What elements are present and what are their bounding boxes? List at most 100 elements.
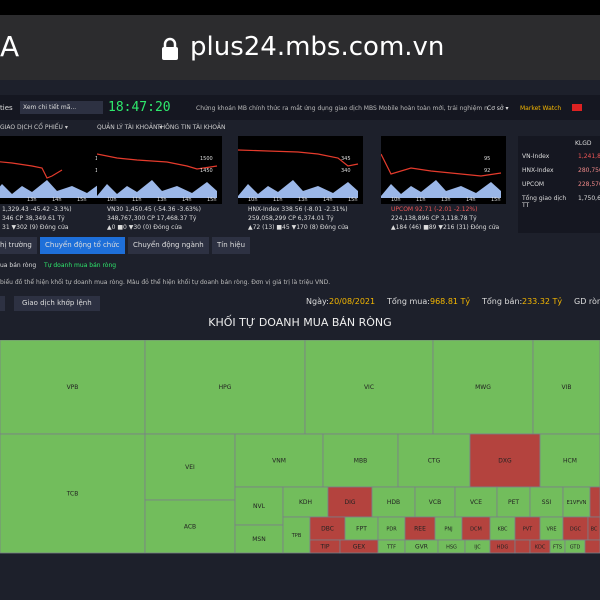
tab[interactable]: Chuyển động ngành [128,237,209,254]
treemap-tile[interactable] [371,486,416,518]
index-value: HNX-Index 338.56 (-8.01 -2.31%) [248,206,348,213]
market-select[interactable]: Cơ sở ▾ [487,105,509,112]
market-watch[interactable]: Market Watch [520,105,562,112]
tile-label: GVR [415,544,428,551]
volume-area [0,180,112,198]
treemap-tile[interactable] [0,340,146,435]
summary [518,136,600,233]
tile-label: GEX [353,544,366,551]
time-tick: 11h [132,197,142,203]
time-tick: 13h [27,197,37,203]
y-tick: 345 [341,156,351,162]
treemap-tile[interactable] [589,486,600,518]
index-volume: 346 CP 38,349.61 Tỷ [2,215,65,222]
browser-left: A [0,30,20,63]
menu-item[interactable]: THÔNG TIN TÀI KHOẢN [157,124,226,131]
treemap-tile[interactable] [584,539,600,554]
y-tick: 95 [484,156,491,162]
menu-item[interactable]: QUẢN LÝ TÀI KHOẢN ▾ [97,124,163,131]
treemap-tile[interactable] [514,539,531,554]
tile-label: BC [591,527,598,533]
time-tick: 10h [107,197,117,203]
treemap-tile[interactable] [529,486,564,518]
treemap-tile[interactable] [454,486,498,518]
time-tick: 15h [207,197,217,203]
time-tick: 15h [348,197,358,203]
tile-label: VRE [546,527,556,533]
tile-label: TCB [66,491,79,498]
treemap-tile[interactable] [532,340,600,435]
treemap-tile[interactable] [432,340,534,435]
mini-chart[interactable] [238,136,363,204]
treemap-tile[interactable] [304,340,434,435]
tile-label: VNM [272,458,286,465]
button-cut[interactable] [0,296,5,311]
treemap-tile[interactable] [234,433,324,488]
tile-label: REE [414,526,426,533]
index-line [0,161,63,179]
clock: 18:47:20 [108,100,171,115]
stat-label: Ngày: [306,297,329,306]
tile-label: TTF [386,545,396,551]
tile-label: HCM [563,458,577,465]
y-tick: 92 [484,168,491,174]
treemap-tile[interactable] [539,433,600,488]
time-tick: 14h [323,197,333,203]
tile-label: HDG [497,545,509,551]
mini-chart[interactable] [381,136,506,204]
tile-label: VCB [429,499,441,506]
time-tick: 13h [298,197,308,203]
url[interactable]: plus24.mbs.com.vn [190,32,445,62]
time-tick: 10h [391,197,401,203]
treemap-tile[interactable] [322,433,399,488]
treemap-tile[interactable] [327,486,373,518]
tab[interactable]: Tín hiệu [212,237,251,254]
time-tick: 14h [52,197,62,203]
index-line [381,153,502,177]
subtab[interactable]: Tự doanh mua bán ròng [44,262,117,269]
stat-label: GD ròng: [574,297,600,306]
tile-label: HDB [387,499,400,506]
treemap-tile[interactable] [282,486,329,518]
tile-label: DCM [470,527,482,533]
menu-item[interactable]: GIAO DỊCH CỔ PHIẾU ▾ [0,124,68,131]
tile-label: VCE [470,499,482,506]
stat-label: Tổng bán: [482,297,523,306]
index-volume: 348,767,300 CP 17,468.37 Tỷ [107,215,197,222]
time-tick: 13h [441,197,451,203]
treemap-tile[interactable] [469,433,541,488]
tile-label: MSN [252,536,265,543]
index-breadth: ▲72 (13) ■45 ▼170 (8) Đóng cửa [248,224,349,231]
treemap-tile[interactable] [414,486,456,518]
flag[interactable] [572,104,582,111]
mini-chart[interactable] [97,136,222,204]
subtab[interactable]: ua bán ròng [0,262,37,269]
volume-area [97,180,217,198]
tile-label: E1VFVN [567,500,587,506]
tab[interactable]: Chuyển động tổ chức [40,237,125,254]
summary-label: HNX-Index [522,167,554,174]
treemap-tile[interactable] [144,340,306,435]
tile-label: VIB [562,384,572,391]
tile-label: FTS [553,545,562,551]
tile-label: TIP [319,544,329,551]
stat-value: 968.81 Tỷ [430,297,471,306]
treemap-tile[interactable] [282,516,311,554]
treemap-tile[interactable] [562,486,591,518]
treemap-tile[interactable] [144,499,236,554]
index-volume: 259,058,299 CP 6,374.01 Tỷ [248,215,334,222]
match-button[interactable]: Giao dịch khớp lệnh [14,296,100,311]
treemap-tile[interactable] [0,433,146,554]
y-tick: 1500 [200,156,213,162]
summary-value: 1,750,649 [578,195,600,202]
search[interactable]: Xem chi tiết mã... [20,101,103,114]
summary-value: 1,241,814 [578,153,600,160]
summary-label: Tổng giao dịch TT [522,195,567,209]
tab[interactable]: hị trường [0,237,37,254]
time-tick: 13h [157,197,167,203]
treemap-tile[interactable] [234,524,284,554]
stat-label: Tổng mua: [387,297,430,306]
tile-label: MBB [354,458,367,465]
tile-label: PET [508,499,519,506]
tile-label: TPB [291,533,302,539]
